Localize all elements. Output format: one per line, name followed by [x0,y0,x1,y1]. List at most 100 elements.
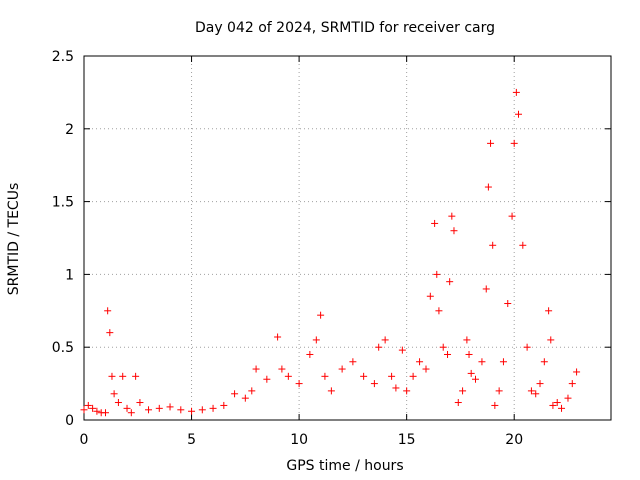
y-tick-label: 0 [65,413,74,429]
grid-lines [84,56,611,420]
data-point [136,399,144,407]
data-point [489,241,497,249]
data-point [515,110,523,118]
chart-title: Day 042 of 2024, SRMTID for receiver car… [195,20,495,36]
data-point [327,387,335,395]
data-point [553,399,561,407]
data-point [132,372,140,380]
data-point [370,380,378,388]
data-point [108,372,116,380]
data-point [145,406,153,414]
data-point [166,403,174,411]
data-point [188,407,196,415]
data-point [312,336,320,344]
x-axis-title: GPS time / hours [286,458,403,474]
data-point [89,404,97,412]
data-point [375,343,383,351]
data-point [93,407,101,415]
data-point [448,212,456,220]
data-point [198,406,206,414]
data-point [321,372,329,380]
data-point [80,406,88,414]
data-point [444,350,452,358]
data-point [177,406,185,414]
data-point [114,399,122,407]
data-point [306,350,314,358]
data-point [102,409,110,417]
x-tick-label: 10 [290,432,308,448]
data-point [278,365,286,373]
data-point [439,343,447,351]
data-point [349,358,357,366]
data-point [547,336,555,344]
data-point [284,372,292,380]
data-point [426,292,434,300]
data-point [519,241,527,249]
y-axis-title: SRMTID / TECUs [6,183,22,296]
data-point [536,380,544,388]
data-point [317,311,325,319]
x-axis: 0 5 10 15 20 [80,56,523,448]
data-point [381,336,389,344]
data-point [263,375,271,383]
data-point [478,358,486,366]
data-point [110,390,118,398]
y-tick-label: 2.5 [52,49,74,65]
data-point [106,329,114,337]
data-point [545,307,553,315]
data-point [471,375,479,383]
data-point [435,307,443,315]
data-points [80,88,581,417]
data-point [119,372,127,380]
data-point [241,394,249,402]
x-tick-label: 5 [187,432,196,448]
y-tick-label: 0.5 [52,340,74,356]
data-point [248,387,256,395]
data-point [422,365,430,373]
data-point [549,401,557,409]
data-point [338,365,346,373]
data-point [568,380,576,388]
data-point [465,350,473,358]
data-point [482,285,490,293]
data-point [512,88,520,96]
data-point [573,368,581,376]
data-point [220,401,228,409]
data-point [231,390,239,398]
data-point [459,387,467,395]
data-point [104,307,112,315]
data-point [398,346,406,354]
x-tick-label: 0 [80,432,89,448]
y-tick-label: 1 [65,267,74,283]
data-point [454,399,462,407]
data-point [495,387,503,395]
data-point [540,358,548,366]
plot-frame [83,55,612,421]
data-point [123,404,131,412]
data-point [433,270,441,278]
data-point [499,358,507,366]
data-point [392,384,400,392]
data-point [431,219,439,227]
data-point [388,372,396,380]
data-point [504,300,512,308]
data-point [527,387,535,395]
data-point [510,139,518,147]
x-tick-label: 20 [505,432,523,448]
data-point [84,401,92,409]
data-point [274,333,282,341]
x-tick-label: 15 [398,432,416,448]
data-point [450,227,458,235]
data-point [446,278,454,286]
data-point [532,390,540,398]
data-point [491,401,499,409]
data-point [155,404,163,412]
y-axis: 0 0.5 1 1.5 2 2.5 [52,49,611,429]
data-point [409,372,417,380]
data-point [403,387,411,395]
data-point [463,336,471,344]
data-point [467,369,475,377]
data-point [295,380,303,388]
data-point [523,343,531,351]
